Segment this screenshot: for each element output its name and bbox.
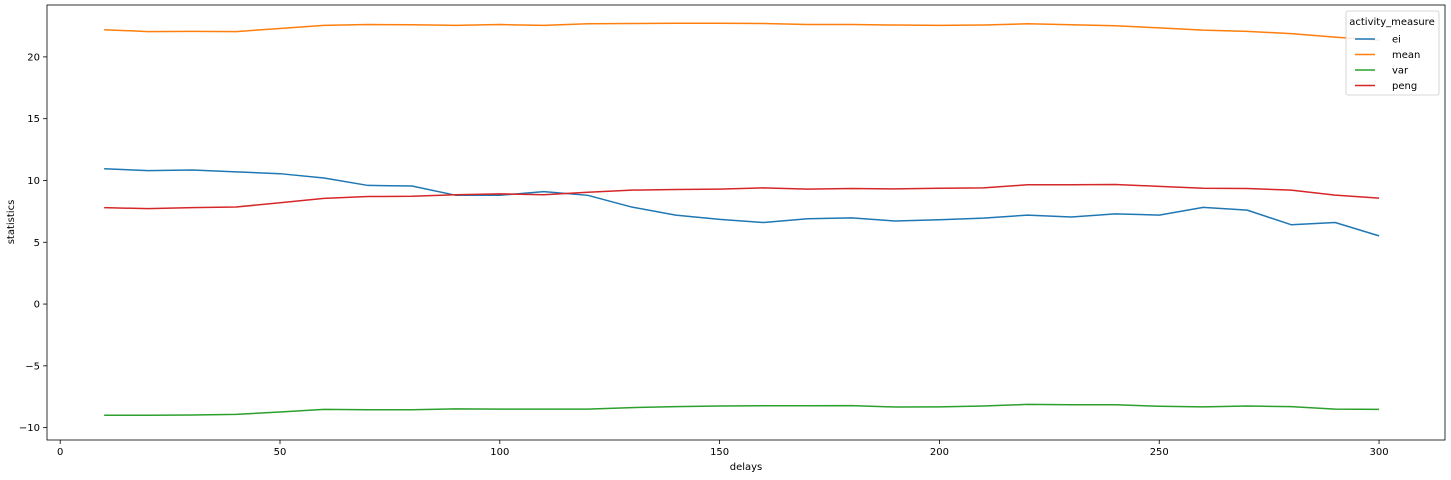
legend-label-mean: mean (1392, 50, 1420, 61)
x-tick-label: 200 (930, 447, 949, 458)
series-line-peng (104, 183, 1380, 210)
plot-area (46, 4, 1446, 441)
y-tick-label: 15 (27, 114, 40, 125)
x-axis-ticks: 0 50 100 150 200 250 300 (57, 440, 1389, 458)
x-tick-label: 150 (710, 447, 729, 458)
y-tick-label: 0 (34, 300, 40, 311)
series-lines (104, 22, 1380, 417)
legend-items: ei mean var peng (1355, 35, 1420, 92)
legend-label-peng: peng (1392, 81, 1417, 92)
series-line-var (104, 403, 1380, 417)
y-tick-label: −10 (19, 423, 40, 434)
legend-frame (1345, 10, 1440, 96)
x-tick-label: 50 (274, 447, 287, 458)
y-axis-ticks: −10 −5 0 5 10 15 20 (19, 52, 47, 434)
series-line-mean (104, 22, 1380, 41)
y-tick-label: −5 (25, 361, 40, 372)
y-tick-label: 20 (27, 52, 40, 63)
legend: activity_measure ei mean var peng (1345, 10, 1440, 96)
y-tick-label: 5 (34, 238, 40, 249)
x-tick-label: 300 (1370, 447, 1389, 458)
y-tick-label: 10 (27, 176, 40, 187)
legend-title: activity_measure (1349, 17, 1434, 28)
x-tick-label: 250 (1150, 447, 1169, 458)
y-axis-label: statistics (6, 200, 17, 245)
legend-label-var: var (1392, 66, 1409, 77)
series-line-ei (104, 167, 1380, 237)
x-axis-label: delays (730, 462, 763, 473)
legend-label-ei: ei (1392, 35, 1401, 46)
x-tick-label: 0 (57, 447, 63, 458)
x-tick-label: 100 (490, 447, 509, 458)
